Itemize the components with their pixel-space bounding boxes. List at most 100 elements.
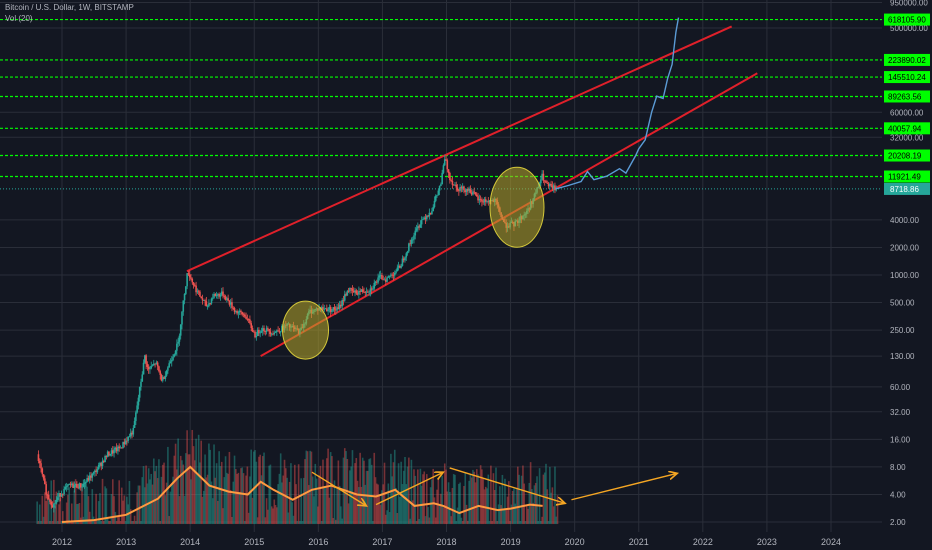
volume-bar xyxy=(128,480,131,525)
volume-bar xyxy=(94,521,96,525)
volume-bar xyxy=(361,457,364,525)
candle-body xyxy=(101,460,104,467)
volume-bar xyxy=(220,461,223,525)
volume-bar xyxy=(123,495,126,525)
volume-bar xyxy=(469,474,472,525)
price-projection xyxy=(555,17,680,190)
volume-bar xyxy=(418,518,420,525)
candle-body xyxy=(450,180,452,181)
volume-bar xyxy=(334,519,337,525)
symbol-title[interactable]: Bitcoin / U.S. Dollar, 1W, BITSTAMP xyxy=(5,3,134,12)
candle-body xyxy=(40,463,42,469)
candle-body xyxy=(479,199,482,200)
volume-bar xyxy=(410,459,413,525)
volume-bar xyxy=(302,477,305,525)
candle-body xyxy=(477,196,479,201)
volume-bar xyxy=(109,521,112,525)
candle-body xyxy=(369,288,372,292)
volume-bar xyxy=(414,475,417,525)
volume-bar xyxy=(436,489,438,525)
volume-bar xyxy=(293,464,296,525)
volume-bar xyxy=(378,494,381,525)
candle-body xyxy=(62,494,64,495)
candle-body xyxy=(333,307,336,310)
volume-bar xyxy=(514,503,517,525)
price-axis-label: 4000.00 xyxy=(890,216,919,225)
candle-body xyxy=(445,159,447,161)
candle-body xyxy=(238,310,241,313)
candle-body xyxy=(392,275,395,276)
volume-bar xyxy=(441,475,443,525)
candle-body xyxy=(482,201,484,203)
candle-body xyxy=(129,432,132,437)
volume-bar xyxy=(259,454,261,525)
candle-body xyxy=(424,217,427,220)
candle-body xyxy=(99,462,101,466)
highlight-zone xyxy=(282,300,330,360)
volume-bar xyxy=(282,475,285,525)
volume-bar xyxy=(142,466,145,525)
candle-body xyxy=(226,298,228,300)
volume-bar xyxy=(392,462,395,525)
candle-body xyxy=(96,469,99,473)
volume-bar xyxy=(243,521,246,525)
volume-bar xyxy=(490,465,492,525)
candle-body xyxy=(42,474,45,479)
volume-bar xyxy=(411,500,414,525)
candle-body xyxy=(265,328,268,332)
volume-bar xyxy=(350,466,352,525)
trend-arrow xyxy=(311,471,366,506)
volume-bar xyxy=(55,491,58,525)
volume-bar xyxy=(554,466,556,525)
volume-bar xyxy=(67,494,69,525)
volume-bar xyxy=(523,483,525,525)
volume-bar xyxy=(520,475,523,525)
volume-bar xyxy=(165,482,168,525)
volume-bar xyxy=(382,484,385,525)
volume-bar xyxy=(481,469,483,525)
candle-body xyxy=(349,287,351,291)
volume-bar xyxy=(317,506,319,525)
candle-body xyxy=(181,311,183,325)
volume-bar xyxy=(310,451,313,525)
candle-body xyxy=(461,186,464,189)
candle-body xyxy=(251,328,254,332)
candle-body xyxy=(368,291,370,293)
candle-body xyxy=(229,302,232,305)
volume-bar xyxy=(160,476,163,525)
candle-body xyxy=(249,319,251,324)
candle-body xyxy=(386,277,388,282)
volume-bar xyxy=(83,482,86,525)
volume-bar xyxy=(42,516,45,525)
candle-body xyxy=(259,332,261,334)
candle-body xyxy=(554,185,556,191)
volume-bar xyxy=(267,509,269,525)
volume-bar xyxy=(322,459,324,525)
volume-bar xyxy=(475,469,478,525)
current-price-label: 8718.86 xyxy=(890,185,919,194)
candle-body xyxy=(555,189,558,191)
volume-indicator-label[interactable]: Vol (20) xyxy=(5,14,33,23)
candle-body xyxy=(128,436,131,438)
candle-body xyxy=(331,310,333,312)
volume-bar xyxy=(427,507,429,525)
volume-bar xyxy=(391,476,393,525)
price-axis-label: 60.00 xyxy=(890,383,911,392)
candle-body xyxy=(365,291,368,293)
volume-bar xyxy=(501,474,504,525)
volume-bar xyxy=(413,469,415,525)
volume-bar xyxy=(209,449,211,525)
volume-bar xyxy=(54,506,56,525)
volume-bar xyxy=(150,473,153,525)
price-axis-label: 1000.00 xyxy=(890,271,919,280)
price-axis-label: 2000.00 xyxy=(890,243,919,252)
volume-bar xyxy=(201,496,204,525)
candle-body xyxy=(63,488,65,495)
candle-body xyxy=(431,211,433,215)
volume-bar xyxy=(528,482,531,525)
candle-body xyxy=(192,282,195,286)
volume-bar xyxy=(229,490,232,525)
candle-body xyxy=(50,501,53,506)
